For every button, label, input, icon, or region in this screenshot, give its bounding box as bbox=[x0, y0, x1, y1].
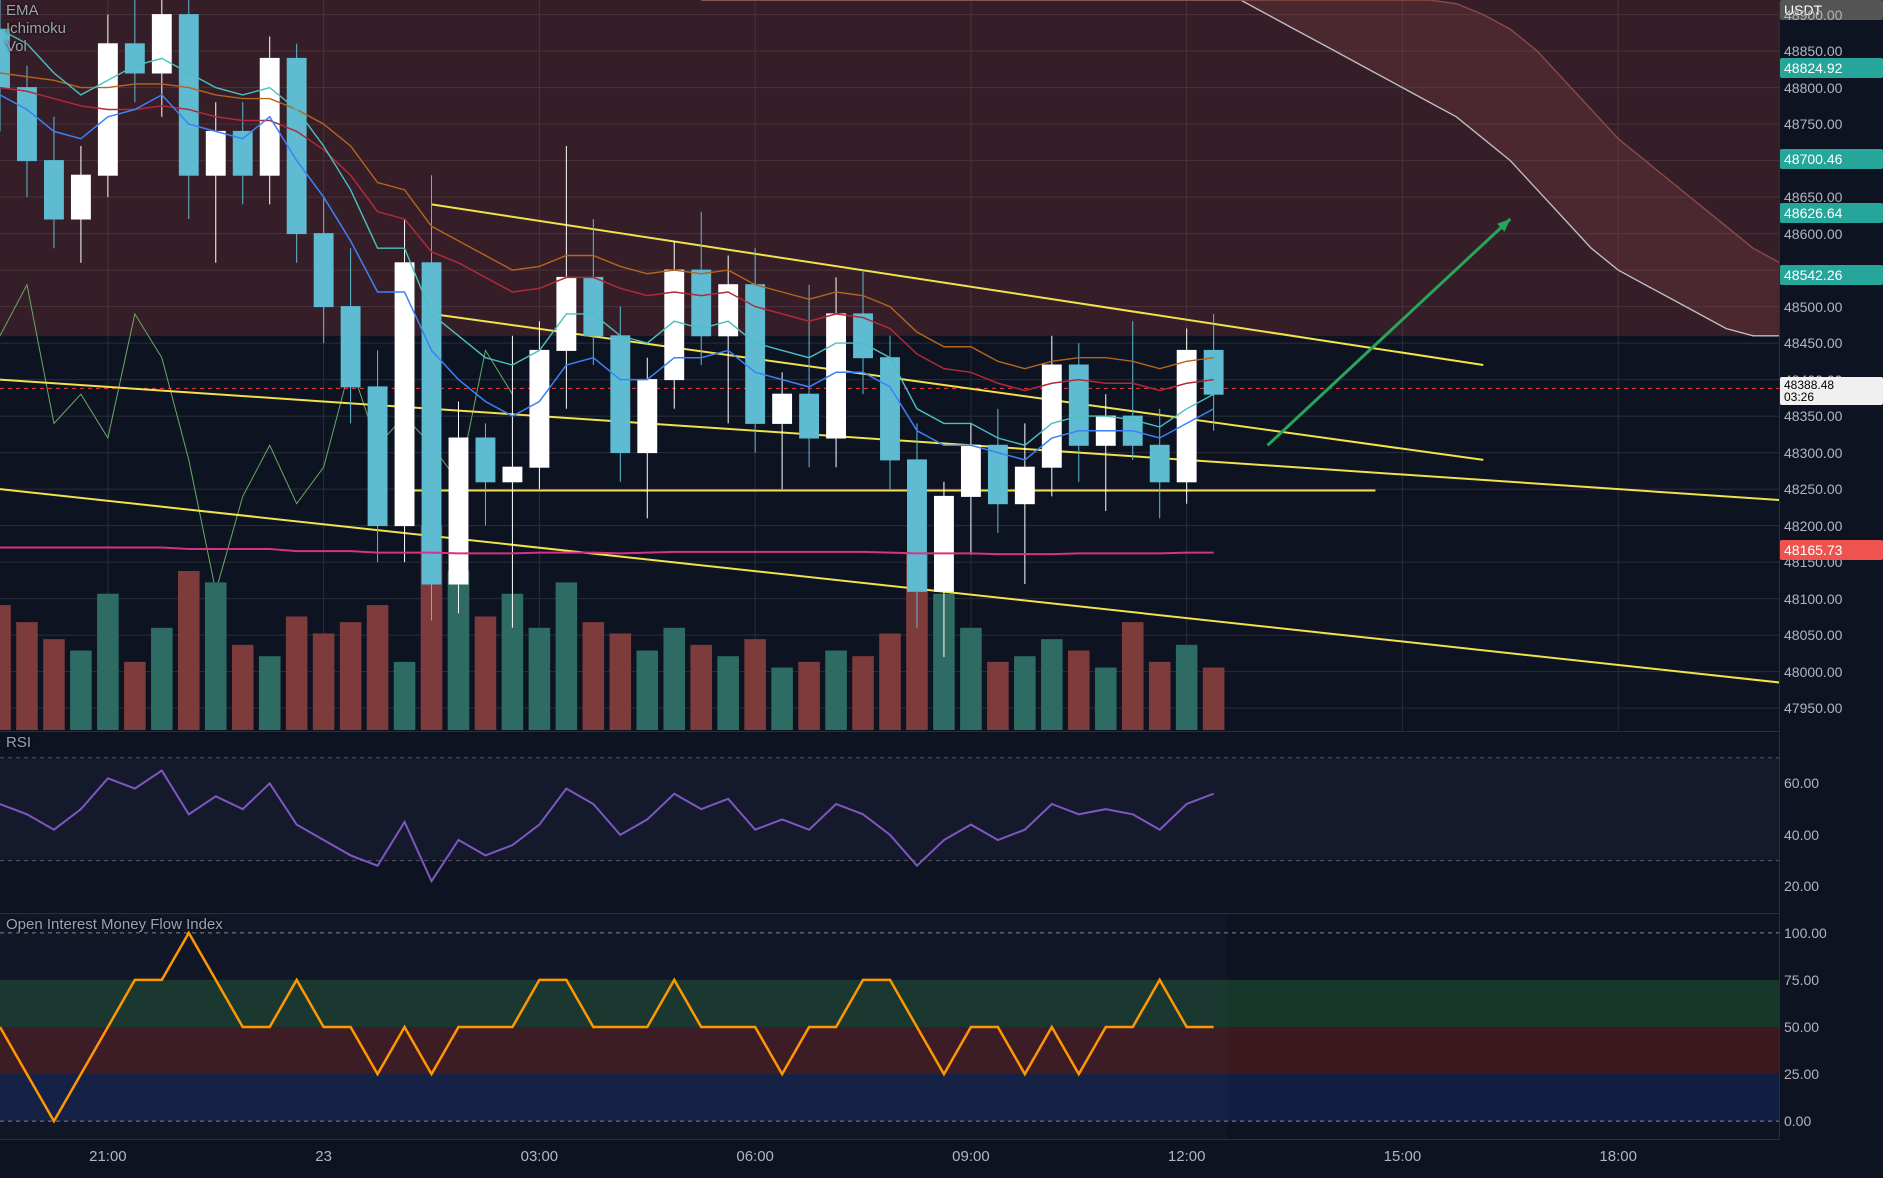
oimfi-label[interactable]: Open Interest Money Flow Index bbox=[6, 916, 223, 933]
panel-divider[interactable] bbox=[0, 913, 1780, 914]
price-tick: 48350.00 bbox=[1780, 406, 1883, 426]
time-tick: 03:00 bbox=[521, 1148, 559, 1165]
price-tick: 47950.00 bbox=[1780, 698, 1883, 718]
oimfi-chart-svg bbox=[0, 914, 1780, 1140]
price-tick: 48050.00 bbox=[1780, 625, 1883, 645]
price-tick: 48500.00 bbox=[1780, 297, 1883, 317]
oimfi-tick: 100.00 bbox=[1780, 923, 1883, 943]
price-label: 48388.4803:26 bbox=[1780, 377, 1883, 405]
price-tick: 48450.00 bbox=[1780, 333, 1883, 353]
price-label: 48824.92 bbox=[1780, 58, 1883, 78]
ichimoku-label[interactable]: Ichimoku bbox=[6, 20, 66, 37]
price-tick: 48750.00 bbox=[1780, 114, 1883, 134]
time-tick: 18:00 bbox=[1599, 1148, 1637, 1165]
price-tick: 48600.00 bbox=[1780, 224, 1883, 244]
rsi-tick: 20.00 bbox=[1780, 876, 1883, 896]
price-label: 48542.26 bbox=[1780, 265, 1883, 285]
time-tick: 12:00 bbox=[1168, 1148, 1206, 1165]
time-tick: 15:00 bbox=[1384, 1148, 1422, 1165]
price-label: 48626.64 bbox=[1780, 203, 1883, 223]
price-label: 48165.73 bbox=[1780, 540, 1883, 560]
oimfi-tick: 25.00 bbox=[1780, 1064, 1883, 1084]
price-tick: 48000.00 bbox=[1780, 662, 1883, 682]
vol-label[interactable]: Vol bbox=[6, 38, 27, 55]
price-label: 48700.46 bbox=[1780, 149, 1883, 169]
chart-area[interactable]: EMA Ichimoku Vol RSI Open Interest Money… bbox=[0, 0, 1780, 1140]
price-tick: 48250.00 bbox=[1780, 479, 1883, 499]
rsi-tick: 40.00 bbox=[1780, 825, 1883, 845]
oimfi-tick: 0.00 bbox=[1780, 1111, 1883, 1131]
rsi-chart-svg bbox=[0, 732, 1780, 912]
price-axis[interactable]: USDT48900.0048850.0048800.0048750.004870… bbox=[1779, 0, 1883, 1140]
price-tick: 48800.00 bbox=[1780, 78, 1883, 98]
price-tick: 48300.00 bbox=[1780, 443, 1883, 463]
price-tick: 48200.00 bbox=[1780, 516, 1883, 536]
oimfi-tick: 50.00 bbox=[1780, 1017, 1883, 1037]
time-tick: 23 bbox=[315, 1148, 332, 1165]
oimfi-tick: 75.00 bbox=[1780, 970, 1883, 990]
panel-divider[interactable] bbox=[0, 731, 1780, 732]
price-tick: 48100.00 bbox=[1780, 589, 1883, 609]
time-tick: 21:00 bbox=[89, 1148, 127, 1165]
price-chart-svg bbox=[0, 0, 1780, 730]
rsi-label[interactable]: RSI bbox=[6, 734, 31, 751]
time-tick: 09:00 bbox=[952, 1148, 990, 1165]
time-tick: 06:00 bbox=[736, 1148, 774, 1165]
rsi-tick: 60.00 bbox=[1780, 773, 1883, 793]
ema-label[interactable]: EMA bbox=[6, 2, 39, 19]
price-tick: 48900.00 bbox=[1780, 5, 1883, 25]
time-axis[interactable]: 21:00 23 03:00 06:00 09:00 12:00 15:00 18:00 bbox=[0, 1139, 1780, 1178]
